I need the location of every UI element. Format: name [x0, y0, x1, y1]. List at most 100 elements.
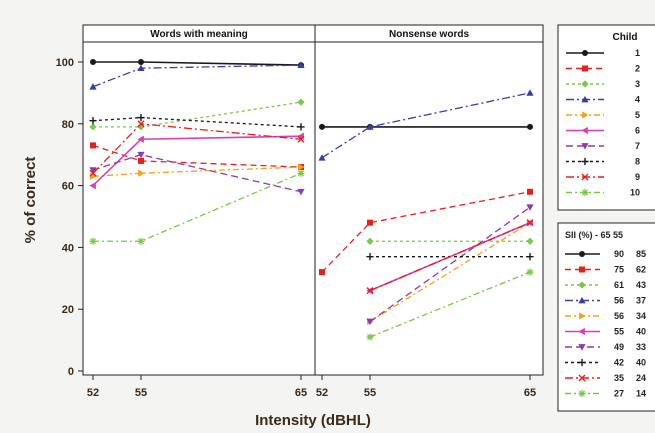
data-point-8 — [366, 253, 374, 261]
legend-sii-marker — [578, 344, 586, 351]
legend-sii-marker — [579, 312, 586, 320]
y-tick-label: 40 — [62, 242, 74, 254]
data-point-8 — [297, 123, 305, 131]
legend-child-marker — [581, 126, 588, 135]
data-point-8 — [89, 117, 97, 125]
legend-sii-value-55: 40 — [636, 327, 646, 337]
legend-sii-marker — [578, 389, 586, 398]
y-axis: 0 20 40 60 80 100 — [56, 57, 83, 378]
facet-title-left: Words with meaning — [150, 29, 248, 40]
y-tick-label: 20 — [62, 304, 74, 316]
legend-child-marker — [581, 143, 589, 150]
legend-sii-marker — [578, 374, 586, 382]
data-point-9 — [89, 169, 97, 177]
data-point-10 — [137, 237, 145, 245]
data-point-9 — [366, 287, 374, 295]
facet-title-right: Nonsense words — [389, 29, 469, 40]
data-point-1 — [138, 59, 144, 65]
legend-child-label: 3 — [635, 79, 640, 89]
legend-sii-marker — [578, 296, 586, 304]
legend-child-label: 8 — [635, 157, 640, 167]
x-tick-label: 55 — [364, 387, 376, 399]
legend-sii-value-65: 75 — [614, 265, 624, 275]
legend-sii-value-55: 24 — [636, 373, 646, 383]
legend-child-marker — [581, 80, 589, 88]
legend-sii-value-55: 37 — [636, 296, 646, 306]
x-tick-label: 55 — [135, 387, 147, 399]
x-tick-label: 52 — [316, 387, 328, 399]
legend-sii-value-55: 14 — [636, 389, 646, 399]
legend-child-marker — [581, 157, 589, 166]
data-point-9 — [297, 135, 305, 143]
data-point-4 — [137, 64, 145, 72]
data-point-9 — [526, 219, 534, 227]
y-tick-label: 0 — [68, 366, 74, 378]
plot-panel-left — [82, 24, 316, 376]
legend-sii-value-65: 49 — [614, 342, 624, 352]
data-point-2 — [527, 188, 533, 195]
data-point-3 — [366, 237, 374, 245]
data-point-7 — [297, 188, 305, 196]
legend-child-label: 6 — [635, 126, 640, 136]
data-point-3 — [89, 123, 97, 131]
data-point-9 — [137, 120, 145, 128]
data-point-2 — [90, 142, 96, 149]
legend-child-label: 9 — [635, 172, 640, 182]
legend-sii-marker — [578, 358, 586, 367]
legend-sii-value-65: 35 — [614, 373, 624, 383]
legend-sii-value-65: 90 — [614, 249, 624, 259]
legend-sii-marker — [579, 266, 585, 273]
data-point-4 — [526, 89, 534, 96]
data-point-1 — [90, 59, 96, 65]
legend-sii-value-55: 34 — [636, 311, 646, 321]
series-line-9 — [369, 222, 531, 292]
legend-child: 1 2 3 4 5 6 7 8 9 10 — [566, 48, 640, 198]
data-point-7 — [366, 318, 374, 326]
legend-sii-marker — [579, 251, 585, 257]
data-point-6 — [137, 135, 144, 143]
data-point-7 — [526, 204, 534, 211]
legend-child-label: 2 — [635, 64, 640, 74]
legend-sii-marker — [578, 327, 585, 336]
legend-sii: 90 85 75 62 61 43 56 37 56 34 55 40 49 33 42 40 35 24 27 14 — [565, 249, 646, 399]
series-line-5 — [92, 166, 302, 177]
data-point-3 — [526, 237, 534, 245]
legend-sii-value-65: 27 — [614, 389, 624, 399]
legend-child-marker — [582, 111, 589, 119]
data-point-10 — [89, 237, 97, 245]
data-point-6 — [89, 182, 96, 190]
data-point-8 — [137, 114, 145, 122]
legend-sii-value-65: 56 — [614, 296, 624, 306]
legend-sii-title: SII (%) - 65 55 — [565, 230, 623, 240]
data-point-10 — [366, 333, 374, 341]
legend-child-label: 4 — [635, 95, 640, 105]
series-line-5 — [369, 222, 531, 323]
series-line-2 — [321, 191, 531, 273]
plot-panel-right — [314, 24, 544, 376]
legend-child-title: Child — [613, 32, 638, 43]
legend-child-marker — [581, 188, 589, 197]
data-point-3 — [297, 98, 305, 106]
data-point-4 — [366, 123, 374, 130]
legend-sii-value-55: 40 — [636, 358, 646, 368]
series-layer — [89, 59, 534, 341]
data-point-2 — [319, 269, 325, 276]
x-tick-label: 65 — [295, 387, 307, 399]
y-tick-label: 80 — [62, 119, 74, 131]
data-point-4 — [318, 154, 326, 161]
data-point-10 — [526, 268, 534, 276]
legend-child-box — [557, 24, 655, 211]
x-axis: 52 55 65 52 55 65 — [87, 375, 536, 399]
legend-child-label: 1 — [635, 48, 640, 58]
data-point-1 — [319, 123, 325, 130]
y-tick-label: 100 — [56, 57, 74, 69]
data-point-7 — [137, 151, 145, 159]
series-line-4 — [321, 92, 531, 159]
data-point-2 — [138, 157, 144, 164]
legend-sii-marker — [578, 281, 586, 289]
legend-sii-value-65: 56 — [614, 311, 624, 321]
data-point-5 — [138, 169, 145, 177]
legend-child-marker — [581, 173, 589, 181]
data-point-10 — [297, 169, 305, 177]
legend-sii-value-65: 61 — [614, 280, 624, 290]
